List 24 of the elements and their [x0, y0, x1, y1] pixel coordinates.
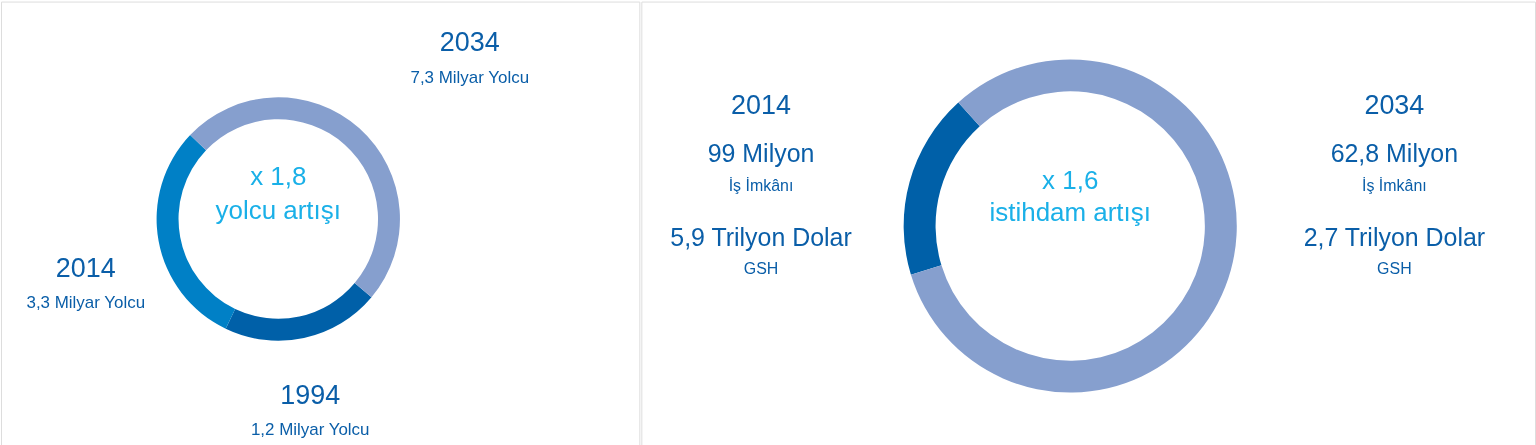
- text: x 1,6: [1042, 166, 1099, 195]
- text: İş İmkânı: [1362, 176, 1427, 195]
- slice-label: 2034: [439, 27, 500, 58]
- text: istihdam artışı: [989, 198, 1151, 227]
- text: 7,3 Milyar Yolcu: [410, 68, 530, 88]
- donut-slice: [225, 283, 372, 341]
- text: 2,7 Trilyon Dolar: [1303, 222, 1486, 251]
- text: x 1,8: [250, 162, 307, 191]
- donut-slice: [910, 59, 1237, 393]
- slice-label: 2014: [731, 90, 791, 121]
- text: 62,8 Milyon: [1330, 139, 1459, 168]
- text: 1,2 Milyar Yolcu: [250, 420, 370, 440]
- text: yolcu artışı: [215, 196, 341, 225]
- slice-label: 2034: [1364, 90, 1425, 121]
- text: 99 Milyon: [707, 139, 815, 168]
- text: 3,3 Milyar Yolcu: [26, 292, 146, 312]
- slice-label: 1994: [280, 379, 341, 410]
- slice-label: 2014: [55, 252, 116, 283]
- donut-slice: [903, 102, 980, 275]
- text: İş İmkânı: [728, 176, 794, 195]
- text: 5,9 Trilyon Dolar: [670, 222, 852, 251]
- text: GSH: [1377, 259, 1412, 277]
- text: GSH: [743, 259, 779, 277]
- donut-slice: [190, 97, 400, 298]
